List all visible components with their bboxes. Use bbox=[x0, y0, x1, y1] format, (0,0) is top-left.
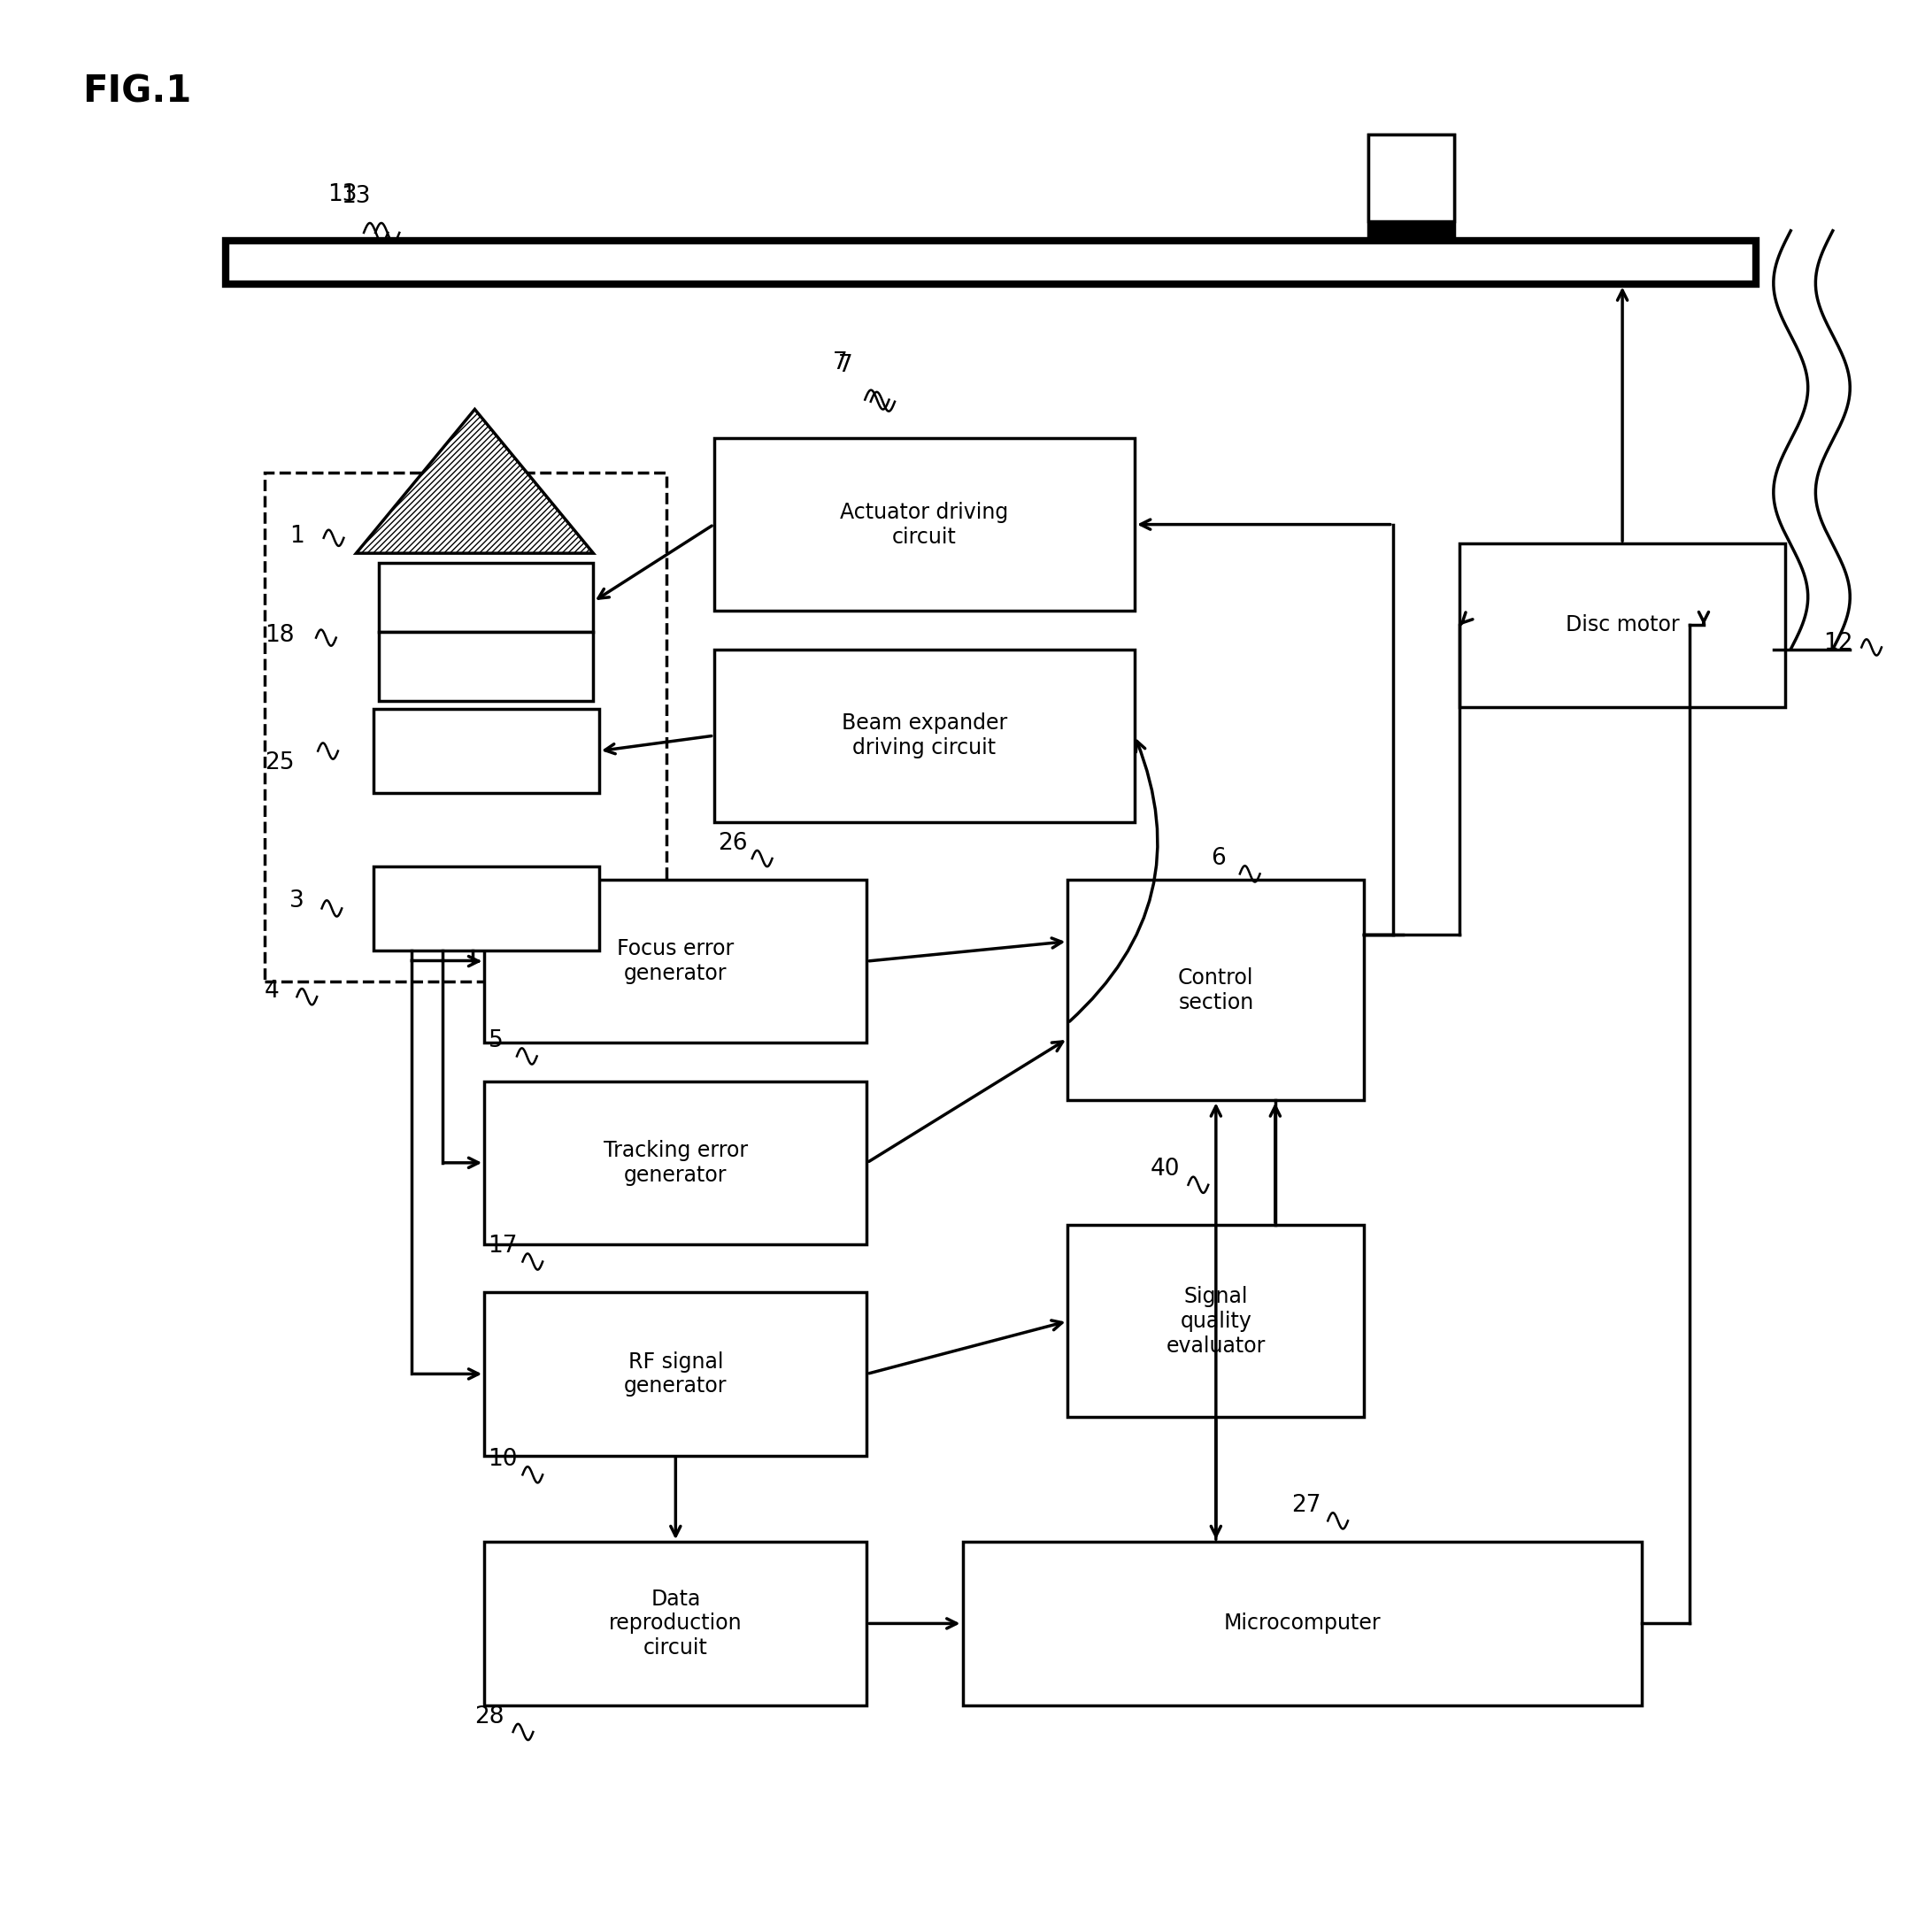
Bar bbox=[1068, 879, 1365, 1101]
Bar bbox=[485, 1082, 866, 1244]
Text: 17: 17 bbox=[489, 1235, 518, 1258]
Text: Actuator driving
circuit: Actuator driving circuit bbox=[839, 502, 1009, 547]
Text: FIG.1: FIG.1 bbox=[83, 73, 192, 110]
Bar bbox=[1068, 1225, 1365, 1418]
Text: 18: 18 bbox=[264, 624, 295, 647]
Text: 7: 7 bbox=[837, 354, 853, 377]
Text: 4: 4 bbox=[264, 980, 279, 1003]
Text: Beam expander
driving circuit: Beam expander driving circuit bbox=[841, 713, 1007, 759]
Text: 13: 13 bbox=[327, 184, 358, 207]
Bar bbox=[373, 709, 599, 794]
Text: Microcomputer: Microcomputer bbox=[1224, 1613, 1380, 1634]
Bar bbox=[714, 649, 1134, 821]
Text: Tracking error
generator: Tracking error generator bbox=[603, 1140, 747, 1186]
Text: 5: 5 bbox=[489, 1030, 502, 1053]
Text: 1: 1 bbox=[289, 524, 304, 547]
Text: 27: 27 bbox=[1292, 1493, 1321, 1517]
Polygon shape bbox=[356, 410, 593, 553]
Text: Signal
quality
evaluator: Signal quality evaluator bbox=[1167, 1287, 1265, 1356]
Bar bbox=[379, 562, 593, 632]
Bar bbox=[1369, 135, 1453, 240]
Bar bbox=[225, 240, 1756, 284]
Text: 7: 7 bbox=[832, 352, 847, 375]
Text: 26: 26 bbox=[718, 831, 747, 854]
Bar bbox=[379, 632, 593, 701]
Text: Control
section: Control section bbox=[1178, 968, 1253, 1012]
Text: 3: 3 bbox=[289, 889, 304, 912]
Bar bbox=[1369, 135, 1453, 220]
Bar bbox=[962, 1542, 1642, 1706]
Bar bbox=[714, 439, 1134, 611]
Bar bbox=[485, 1542, 866, 1706]
Bar bbox=[485, 879, 866, 1043]
Text: 10: 10 bbox=[489, 1447, 518, 1470]
Text: 40: 40 bbox=[1149, 1157, 1180, 1180]
Text: 6: 6 bbox=[1211, 846, 1226, 869]
Text: RF signal
generator: RF signal generator bbox=[624, 1350, 728, 1397]
Text: Focus error
generator: Focus error generator bbox=[618, 939, 733, 983]
Text: 12: 12 bbox=[1823, 632, 1854, 655]
Text: 28: 28 bbox=[475, 1706, 504, 1727]
Text: Disc motor: Disc motor bbox=[1565, 614, 1679, 636]
Bar bbox=[1459, 543, 1784, 707]
Text: 13: 13 bbox=[341, 185, 370, 209]
Text: Data
reproduction
circuit: Data reproduction circuit bbox=[608, 1588, 743, 1660]
Bar bbox=[485, 1293, 866, 1455]
Text: 25: 25 bbox=[264, 752, 295, 775]
Bar bbox=[373, 866, 599, 951]
Bar bbox=[264, 473, 666, 981]
